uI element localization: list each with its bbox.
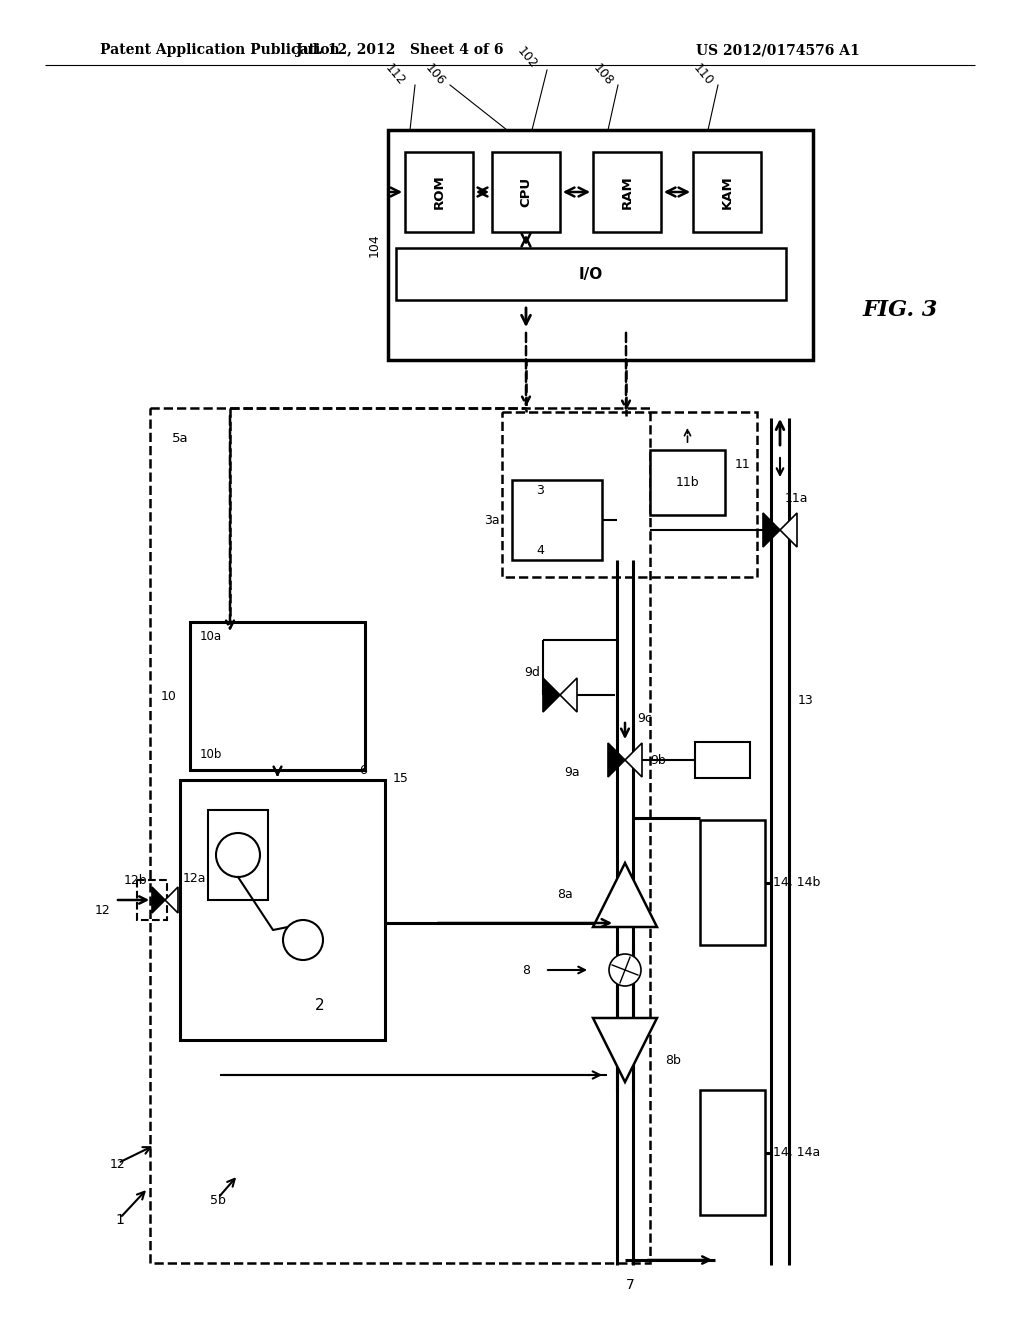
Text: 102: 102 bbox=[514, 45, 540, 71]
Polygon shape bbox=[593, 863, 657, 927]
Text: 9b: 9b bbox=[650, 754, 666, 767]
Text: 14, 14b: 14, 14b bbox=[773, 876, 820, 888]
Text: 7: 7 bbox=[626, 1278, 635, 1292]
Polygon shape bbox=[625, 743, 642, 777]
Text: 8a: 8a bbox=[557, 888, 572, 902]
Polygon shape bbox=[763, 513, 780, 546]
Polygon shape bbox=[780, 513, 797, 546]
Polygon shape bbox=[593, 1018, 657, 1082]
Polygon shape bbox=[165, 887, 178, 913]
Bar bbox=[208, 810, 268, 900]
Text: 106: 106 bbox=[422, 62, 447, 88]
Bar bbox=[150, 408, 650, 1263]
Text: 11: 11 bbox=[734, 458, 750, 471]
Text: Patent Application Publication: Patent Application Publication bbox=[100, 44, 340, 57]
Bar bbox=[190, 622, 365, 770]
Text: 12: 12 bbox=[111, 1159, 126, 1172]
Text: 14, 14a: 14, 14a bbox=[773, 1146, 820, 1159]
Circle shape bbox=[216, 833, 260, 876]
Text: 8b: 8b bbox=[665, 1053, 681, 1067]
Bar bbox=[388, 129, 813, 360]
Text: 108: 108 bbox=[591, 62, 615, 88]
Polygon shape bbox=[560, 678, 577, 711]
Text: 11b: 11b bbox=[676, 477, 699, 488]
Text: ROM: ROM bbox=[432, 174, 445, 210]
Text: 12a: 12a bbox=[183, 871, 207, 884]
Text: 112: 112 bbox=[382, 62, 408, 88]
Bar bbox=[700, 1090, 765, 1214]
Text: 4: 4 bbox=[536, 544, 544, 557]
Text: 110: 110 bbox=[690, 62, 716, 88]
Bar bbox=[693, 152, 761, 232]
Text: 1: 1 bbox=[116, 1213, 125, 1228]
Bar bbox=[137, 880, 167, 920]
Text: RAM: RAM bbox=[621, 176, 634, 209]
Bar bbox=[502, 412, 757, 577]
Text: 15: 15 bbox=[393, 771, 409, 784]
Text: 3a: 3a bbox=[484, 513, 500, 527]
Text: 5b: 5b bbox=[210, 1193, 226, 1206]
Bar bbox=[512, 480, 602, 560]
Text: 2: 2 bbox=[314, 998, 325, 1012]
Polygon shape bbox=[543, 678, 560, 711]
Text: 8: 8 bbox=[522, 964, 530, 977]
Bar bbox=[650, 450, 725, 515]
Text: US 2012/0174576 A1: US 2012/0174576 A1 bbox=[696, 44, 860, 57]
Text: 11a: 11a bbox=[785, 491, 809, 504]
Text: FIG. 3: FIG. 3 bbox=[862, 300, 938, 321]
Text: KAM: KAM bbox=[721, 176, 733, 209]
Text: Jul. 12, 2012   Sheet 4 of 6: Jul. 12, 2012 Sheet 4 of 6 bbox=[296, 44, 504, 57]
Text: 10b: 10b bbox=[200, 748, 222, 762]
Text: 104: 104 bbox=[368, 234, 381, 257]
Bar bbox=[492, 152, 560, 232]
Text: 13: 13 bbox=[798, 693, 814, 706]
Polygon shape bbox=[608, 743, 625, 777]
Polygon shape bbox=[152, 887, 165, 913]
Text: CPU: CPU bbox=[519, 177, 532, 207]
Bar bbox=[700, 820, 765, 945]
Bar bbox=[396, 248, 786, 300]
Text: I/O: I/O bbox=[579, 267, 603, 281]
Text: 12b: 12b bbox=[123, 874, 147, 887]
Bar bbox=[406, 152, 473, 232]
Text: 10a: 10a bbox=[200, 631, 222, 644]
Bar bbox=[695, 742, 750, 777]
Circle shape bbox=[283, 920, 323, 960]
Text: 3: 3 bbox=[536, 483, 544, 496]
Text: 5a: 5a bbox=[172, 432, 188, 445]
Text: 6: 6 bbox=[359, 763, 367, 776]
Bar bbox=[593, 152, 662, 232]
Circle shape bbox=[609, 954, 641, 986]
Text: 9c: 9c bbox=[637, 711, 652, 725]
Text: 10: 10 bbox=[161, 689, 177, 702]
Bar bbox=[180, 780, 385, 1040]
Text: 9a: 9a bbox=[564, 766, 580, 779]
Text: 12: 12 bbox=[94, 903, 110, 916]
Text: 9d: 9d bbox=[524, 667, 540, 680]
